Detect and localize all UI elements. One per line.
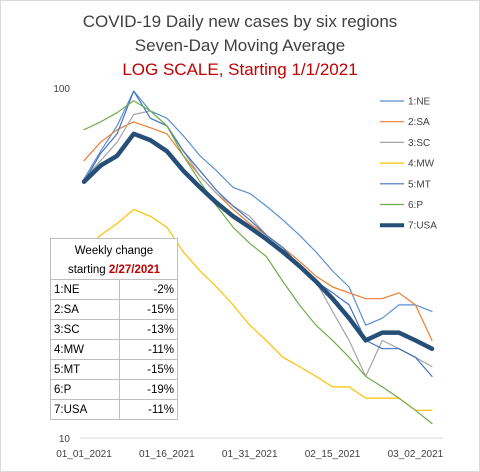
region-cell: 3:SC [50, 319, 120, 340]
region-cell: 4:MW [50, 339, 120, 360]
legend-label: 4:MW [408, 159, 435, 170]
chart-title: COVID-19 Daily new cases by six regions [82, 12, 398, 31]
x-axis-ticks: 01_01_2021 01_16_2021 01_31_2021 02_15_2021… [56, 449, 443, 460]
table-row: 1:NE -2% [50, 279, 179, 300]
y-tick-label: 100 [53, 84, 70, 95]
table-row: 5:MT -15% [50, 359, 179, 380]
table-header-prefix: starting [67, 263, 109, 276]
legend-label: 3:SC [408, 138, 430, 149]
series-line-4-mw [83, 208, 433, 411]
table-row: 2:SA -15% [50, 299, 179, 320]
x-tick-label: 02_15_2021 [305, 449, 361, 460]
legend-label: 5:MT [408, 179, 431, 190]
region-cell: 6:P [50, 379, 120, 400]
table-header-date: 2/27/2021 [108, 263, 161, 276]
series-line-5-mt [83, 90, 433, 377]
legend-label: 2:SA [408, 117, 430, 128]
change-cell: -13% [118, 319, 179, 340]
table-body: 1:NE -2% 2:SA -15% 3:SC -13% 4:MW -11% 5:MT -15% 6… [50, 279, 179, 420]
x-tick-label: 01_16_2021 [139, 449, 195, 460]
weekly-change-table: Weekly change starting 2/27/2021 1:NE -2%… [50, 238, 179, 420]
legend-label: 7:USA [408, 221, 437, 232]
legend-label: 6:P [408, 200, 423, 211]
x-tick-label: 01_01_2021 [56, 449, 112, 460]
change-cell: -15% [118, 299, 179, 320]
table-header-line1: Weekly change [50, 238, 178, 260]
y-tick-label: 10 [59, 434, 71, 445]
legend-label: 1:NE [408, 97, 431, 108]
table-row: 6:P -19% [50, 379, 179, 400]
region-cell: 1:NE [50, 279, 120, 300]
chart-scale-note: LOG SCALE, Starting 1/1/2021 [122, 60, 358, 79]
series-lines [81, 90, 435, 425]
region-cell: 7:USA [50, 399, 120, 420]
table-row: 4:MW -11% [50, 339, 179, 360]
chart-subtitle: Seven-Day Moving Average [134, 36, 346, 55]
change-cell: -19% [118, 379, 179, 400]
series-line-6-p [83, 100, 433, 425]
series-line-7-usa [81, 131, 435, 351]
chart-legend: 1:NE 2:SA 3:SC 4:MW 5:MT 6:P 7:USA [380, 97, 437, 232]
table-row: 7:USA -11% [50, 399, 179, 420]
table-row: 3:SC -13% [50, 319, 179, 340]
x-tick-label: 01_31_2021 [222, 449, 278, 460]
y-axis-ticks: 100 10 [53, 84, 70, 445]
change-cell: -11% [118, 339, 179, 360]
x-tick-label: 03_02_2021 [388, 449, 444, 460]
change-cell: -15% [118, 359, 179, 380]
series-line-2-sa [83, 121, 433, 341]
change-cell: -2% [118, 279, 179, 300]
change-cell: -11% [118, 399, 179, 420]
table-header-line2: starting 2/27/2021 [50, 260, 178, 280]
series-line-3-sc [83, 110, 433, 377]
region-cell: 5:MT [50, 359, 120, 380]
series-line-1-ne [83, 90, 433, 326]
region-cell: 2:SA [50, 299, 120, 320]
